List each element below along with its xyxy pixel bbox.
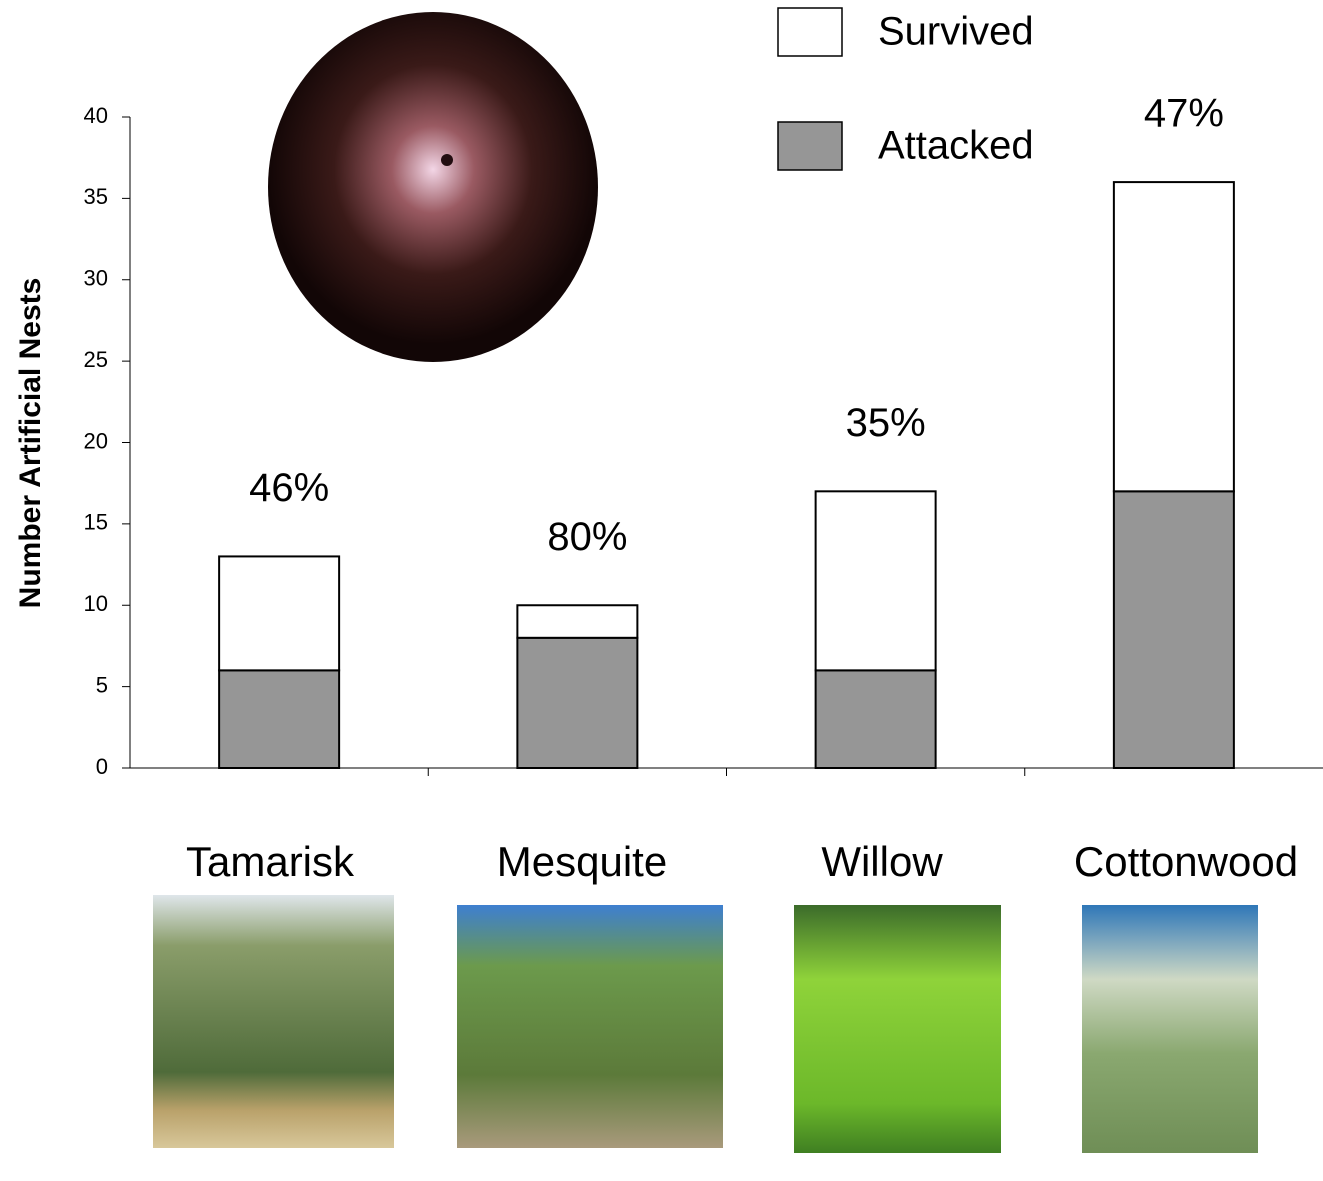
annotation: 46%: [249, 466, 329, 510]
annotation: 35%: [846, 401, 926, 445]
y-tick-label: 0: [96, 754, 108, 779]
bar-segment: [816, 491, 936, 670]
annotation: 47%: [1144, 92, 1224, 136]
y-tick-label: 30: [84, 266, 108, 291]
x-tick-label: Mesquite: [497, 838, 667, 885]
legend-label: Survived: [878, 10, 1034, 54]
bar-segment: [1114, 491, 1234, 768]
bar-segment: [517, 605, 637, 638]
y-tick-label: 5: [96, 672, 108, 697]
chart: Number Artificial Nests 0 5 10 15 20 25 30 35 40…: [0, 0, 1323, 1181]
legend-label: Attacked: [878, 124, 1034, 168]
y-tick-label: 10: [84, 591, 108, 616]
y-tick-label: 15: [84, 510, 108, 535]
legend-swatch: [778, 8, 842, 56]
tree-photos: [153, 895, 1258, 1153]
y-axis-label: Number Artificial Nests: [14, 278, 47, 609]
annotation: 80%: [547, 515, 627, 559]
bar-segment: [816, 670, 936, 768]
bar-segment: [219, 670, 339, 768]
bar-segment: [219, 556, 339, 670]
x-tick-label: Cottonwood: [1074, 838, 1298, 885]
photo-inset: [268, 12, 598, 362]
y-tick-label: 40: [84, 103, 108, 128]
y-tick-label: 35: [84, 184, 108, 209]
y-tick-label: 25: [84, 347, 108, 372]
x-tick-label: Willow: [821, 838, 943, 885]
bar-segment: [1114, 182, 1234, 491]
x-tick-label: Tamarisk: [186, 838, 355, 885]
y-tick-label: 20: [84, 428, 108, 453]
legend-swatch: [778, 122, 842, 170]
bar-segment: [517, 638, 637, 768]
